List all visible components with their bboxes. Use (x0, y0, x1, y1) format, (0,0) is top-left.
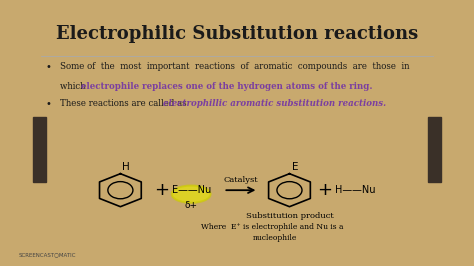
Text: +: + (154, 181, 169, 199)
Text: H——Nu: H——Nu (335, 185, 376, 195)
Text: SCREENCAST○MATIC: SCREENCAST○MATIC (19, 252, 76, 257)
Text: Substitution product: Substitution product (246, 212, 333, 220)
Text: •: • (46, 99, 51, 109)
Text: Catalyst: Catalyst (224, 176, 258, 184)
Text: δ+: δ+ (185, 201, 198, 210)
Text: Where  E⁺ is electrophile and Nu is a: Where E⁺ is electrophile and Nu is a (201, 223, 343, 231)
Text: Some of  the  most  important  reactions  of  aromatic  compounds  are  those  i: Some of the most important reactions of … (60, 63, 409, 72)
Text: nucleophile: nucleophile (253, 234, 297, 242)
Text: E: E (292, 161, 299, 172)
Text: •: • (46, 63, 51, 72)
Text: electrophillic aromatic substitution reactions.: electrophillic aromatic substitution rea… (163, 99, 386, 108)
Text: which: which (60, 82, 88, 91)
FancyBboxPatch shape (33, 117, 46, 182)
Text: H: H (122, 161, 130, 172)
Text: These reactions are called as: These reactions are called as (60, 99, 189, 108)
Text: electrophile replaces one of the hydrogen atoms of the ring.: electrophile replaces one of the hydroge… (81, 82, 373, 91)
Text: Electrophilic Substitution reactions: Electrophilic Substitution reactions (56, 25, 418, 43)
Ellipse shape (172, 186, 210, 203)
Text: E——Nu: E——Nu (172, 185, 211, 195)
Text: +: + (317, 181, 332, 199)
FancyBboxPatch shape (428, 117, 441, 182)
